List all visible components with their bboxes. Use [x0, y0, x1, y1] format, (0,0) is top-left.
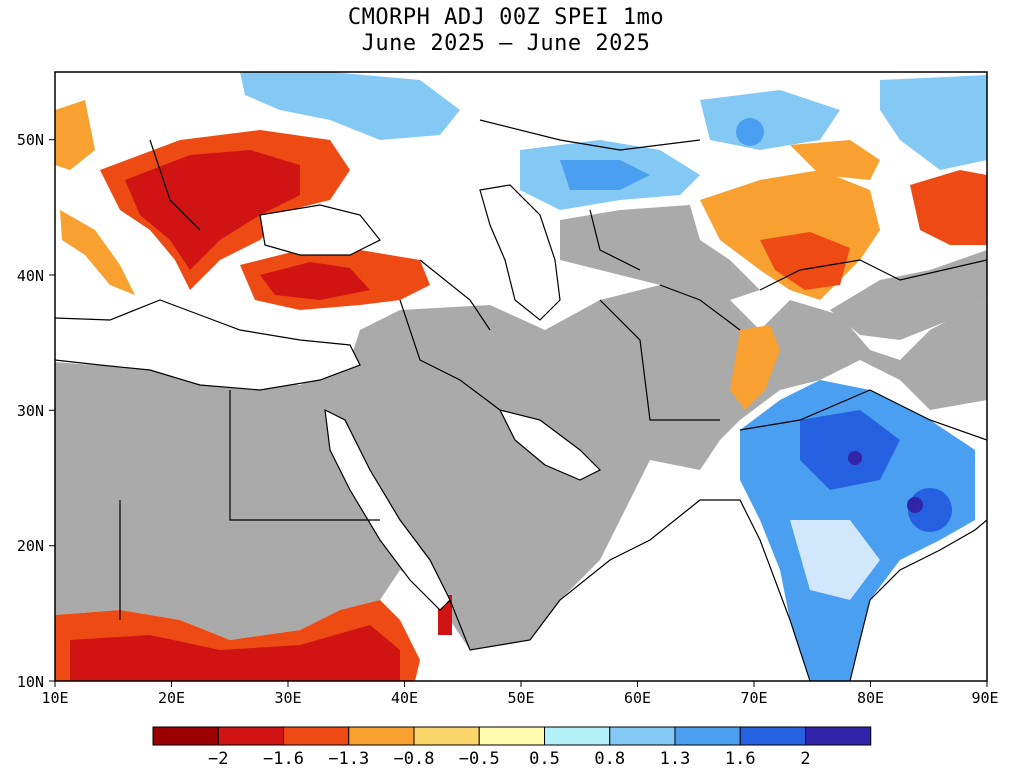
x-tick-marks: [54, 681, 988, 687]
colorbar-box: [217, 726, 284, 746]
coastline-persian-gulf: [498, 409, 602, 481]
y-tick-label: 20N: [17, 537, 44, 555]
colorbar-label: 0.5: [529, 749, 560, 769]
dry-region-pakistan: [730, 325, 780, 410]
border-k: [739, 389, 987, 441]
no-data-region-tibet: [830, 250, 987, 340]
colorbar-box: [739, 726, 806, 746]
wet-region-northeast: [880, 75, 987, 170]
x-tick-label: 40E: [391, 689, 418, 707]
map-field: [55, 72, 987, 681]
colorbar: [152, 726, 872, 746]
coastline-black-sea: [259, 204, 381, 256]
colorbar-box: [609, 726, 676, 746]
coastline-mediterranean: [55, 299, 361, 391]
colorbar-label: −0.8: [394, 749, 435, 769]
x-tick-label: 80E: [857, 689, 884, 707]
border-c: [399, 299, 501, 411]
black-sea: [260, 205, 380, 255]
colorbar-label: 2: [800, 749, 810, 769]
x-tick-label: 20E: [158, 689, 185, 707]
dry-region-far-east: [910, 170, 987, 245]
y-tick-label: 30N: [17, 402, 44, 420]
bay-of-bengal: [870, 540, 987, 681]
colorbar-label: 0.8: [594, 749, 625, 769]
no-data-region-central-asia: [560, 205, 760, 300]
borders: [55, 119, 987, 681]
colorbar-label: −0.5: [459, 749, 500, 769]
map-title-line-2: June 2025 – June 2025: [361, 31, 651, 56]
persian-gulf: [500, 410, 600, 480]
y-tick-label: 40N: [17, 267, 44, 285]
dry-core-balkans: [125, 150, 300, 270]
wet-core-india-north: [800, 410, 900, 490]
mediterranean-sea: [55, 300, 360, 390]
coastline-india-east: [849, 519, 987, 681]
border-f: [419, 259, 491, 331]
coastline-caspian: [479, 184, 561, 321]
coastline-arabia-south: [449, 499, 811, 681]
wet-peak-india-east: [907, 497, 923, 513]
colorbar-label: −1.6: [263, 749, 304, 769]
dry-region-mongolia: [790, 140, 880, 180]
x-tick-label: 30E: [274, 689, 301, 707]
border-e: [659, 284, 741, 331]
wet-region-russia-north: [240, 72, 460, 140]
colorbar-box: [348, 726, 415, 746]
arabian-sea: [420, 500, 810, 681]
wet-region-siberia: [700, 90, 840, 150]
map-title-line-1: CMORPH ADJ 00Z SPEI 1mo: [347, 5, 665, 30]
colorbar-label: 1.3: [660, 749, 691, 769]
dry-core-sahel: [70, 625, 400, 681]
colorbar-box: [674, 726, 741, 746]
x-tick-label: 60E: [624, 689, 651, 707]
dry-region-iberia-edge: [55, 100, 95, 170]
colorbar-box: [152, 726, 219, 746]
colorbar-label: −2: [208, 749, 228, 769]
colorbar-box: [413, 726, 480, 746]
dry-core-turkey: [260, 262, 370, 300]
colorbar-box: [805, 726, 872, 746]
x-tick-label: 70E: [740, 689, 767, 707]
wet-peak-india-north: [848, 451, 862, 465]
red-sea: [325, 410, 450, 610]
wet-core-kazakhstan: [560, 160, 650, 190]
y-tick-label: 10N: [17, 673, 44, 691]
coastline-red-sea: [324, 408, 451, 611]
x-tick-label: 50E: [507, 689, 534, 707]
border-g: [589, 209, 641, 271]
y-tick-label: 50N: [17, 131, 44, 149]
colorbar-label: −1.3: [328, 749, 369, 769]
dry-core-kazakh-east: [760, 232, 850, 290]
border-h: [759, 259, 987, 291]
border-j: [149, 139, 201, 231]
x-tick-label: 10E: [41, 689, 68, 707]
wet-region-india-interior-light: [790, 520, 880, 600]
border-i: [479, 119, 701, 151]
wet-core-siberia: [736, 118, 764, 146]
border-d: [599, 299, 720, 421]
colorbar-box: [478, 726, 545, 746]
y-tick-marks: [49, 139, 55, 682]
border-a: [229, 390, 380, 521]
colorbar-label: 1.6: [725, 749, 756, 769]
x-tick-label: 90E: [971, 689, 998, 707]
dry-region-italy: [60, 210, 135, 295]
colorbar-box: [283, 726, 350, 746]
caspian-sea: [480, 185, 560, 320]
colorbar-box: [544, 726, 611, 746]
